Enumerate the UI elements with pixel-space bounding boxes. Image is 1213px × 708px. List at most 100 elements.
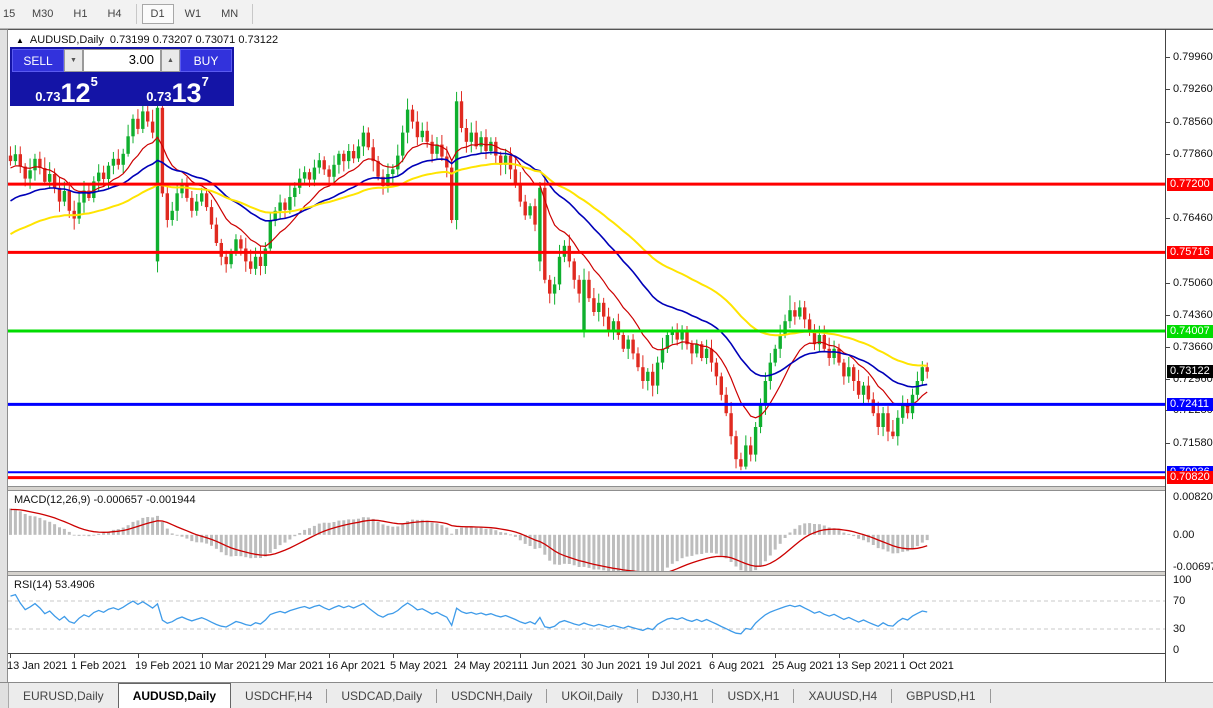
time-axis-tick	[839, 654, 840, 658]
time-axis-tick	[648, 654, 649, 658]
rsi-panel[interactable]	[8, 576, 1165, 653]
panel-splitter[interactable]	[8, 571, 1165, 576]
time-axis-tick	[775, 654, 776, 658]
time-axis-tick	[393, 654, 394, 658]
time-axis-label: 13 Sep 2021	[836, 660, 899, 672]
volume-decrease-button[interactable]: ▼	[64, 49, 83, 72]
timeframe-button-d1[interactable]: D1	[141, 4, 174, 24]
tab-separator	[326, 688, 328, 703]
price-axis[interactable]: 0.79960 0.79260 0.78560 0.77860 0.76460 …	[1165, 29, 1213, 682]
chart-tabs-bar: EURUSD,Daily AUDUSD,Daily USDCHF,H4 USDCAD,…	[0, 682, 1213, 708]
price-tick	[1166, 154, 1170, 155]
rsi-axis-label: 30	[1173, 623, 1186, 635]
time-axis-label: 5 May 2021	[390, 660, 448, 672]
panel-splitter[interactable]	[8, 486, 1165, 491]
collapse-icon[interactable]: ▲	[16, 35, 24, 45]
time-axis-label: 25 Aug 2021	[772, 660, 834, 672]
rsi-axis-label: 0	[1173, 644, 1180, 656]
price-tick	[1166, 347, 1170, 348]
chart-tab-usdcad[interactable]: USDCAD,Daily	[341, 688, 423, 703]
time-axis-tick	[138, 654, 139, 658]
chart-tab-dj30[interactable]: DJ30,H1	[651, 688, 699, 703]
price-tick-label: 0.79960	[1173, 51, 1213, 63]
timeframe-button-15[interactable]: 15	[3, 8, 16, 20]
time-axis-tick	[712, 654, 713, 658]
time-axis-label: 1 Oct 2021	[900, 660, 954, 672]
macd-axis-label: -0.006979	[1173, 561, 1213, 573]
chart-tab-usdchf[interactable]: USDCHF,H4	[245, 688, 313, 703]
price-tick-label: 0.75060	[1173, 277, 1213, 289]
chart-title: ▲ AUDUSD,Daily 0.73199 0.73207 0.73071 0…	[16, 34, 278, 46]
time-axis-tick	[520, 654, 521, 658]
buy-button[interactable]: BUY	[180, 49, 232, 72]
price-tick	[1166, 122, 1170, 123]
chart-tab-eurusd[interactable]: EURUSD,Daily	[23, 688, 104, 703]
time-axis[interactable]: 13 Jan 2021 1 Feb 2021 19 Feb 2021 10 Ma…	[7, 653, 1165, 683]
timeframe-button-w1[interactable]: W1	[184, 8, 202, 20]
time-axis-tick	[74, 654, 75, 658]
ask-price[interactable]: 0.73 13 7	[146, 74, 209, 108]
price-tick	[1166, 283, 1170, 284]
price-tick-label: 0.78560	[1173, 116, 1213, 128]
time-axis-tick	[202, 654, 203, 658]
sell-button[interactable]: SELL	[12, 49, 64, 72]
timeframe-button-h1[interactable]: H1	[73, 8, 88, 20]
symbol-period-label: AUDUSD,Daily	[29, 34, 104, 46]
time-axis-label: 13 Jan 2021	[7, 660, 68, 672]
price-tick	[1166, 315, 1170, 316]
bid-price[interactable]: 0.73 12 5	[35, 74, 98, 108]
macd-axis-label: 0.00	[1173, 529, 1195, 541]
price-tick	[1166, 379, 1170, 380]
price-tick	[1166, 57, 1170, 58]
rsi-axis-label: 70	[1173, 595, 1186, 607]
one-click-trading-widget: SELL ▼ 3.00 ▲ BUY 0.73 12 5 0.73 13 7	[10, 47, 234, 106]
timeframe-button-mn[interactable]: MN	[221, 8, 239, 20]
time-axis-tick	[10, 654, 11, 658]
time-axis-label: 29 Mar 2021	[262, 660, 324, 672]
ohlc-values: 0.73199 0.73207 0.73071 0.73122	[109, 34, 279, 46]
toolbar-separator	[135, 4, 137, 24]
chart-tab-gbpusd[interactable]: GBPUSD,H1	[906, 688, 976, 703]
price-level-badge: 0.70820	[1167, 471, 1213, 484]
macd-panel[interactable]	[8, 491, 1165, 571]
time-axis-label: 10 Mar 2021	[199, 660, 261, 672]
macd-label: MACD(12,26,9) -0.000657 -0.001944	[14, 494, 196, 506]
tab-separator	[546, 688, 548, 703]
toolbar-separator	[252, 4, 254, 24]
time-axis-label: 19 Feb 2021	[135, 660, 197, 672]
chart-tab-audusd[interactable]: AUDUSD,Daily	[117, 683, 232, 708]
time-axis-tick	[903, 654, 904, 658]
chart-tab-ukoil[interactable]: UKOil,Daily	[561, 688, 623, 703]
chart-tab-xauusd[interactable]: XAUUSD,H4	[808, 688, 878, 703]
macd-axis-label: 0.008207	[1173, 491, 1213, 503]
chart-tab-usdcnh[interactable]: USDCNH,Daily	[451, 688, 533, 703]
volume-input[interactable]: 3.00	[83, 49, 161, 72]
tab-separator	[793, 688, 795, 703]
time-axis-label: 30 Jun 2021	[581, 660, 642, 672]
price-tick	[1166, 218, 1170, 219]
price-tick-label: 0.74360	[1173, 309, 1213, 321]
tab-separator	[636, 688, 638, 703]
tab-scroll-stub[interactable]	[0, 683, 9, 708]
time-axis-label: 1 Feb 2021	[71, 660, 127, 672]
time-axis-tick	[265, 654, 266, 658]
chart-tab-usdx[interactable]: USDX,H1	[727, 688, 780, 703]
chart-area[interactable]: ▲ AUDUSD,Daily 0.73199 0.73207 0.73071 0…	[7, 29, 1165, 683]
price-level-badge: 0.77200	[1167, 178, 1213, 191]
timeframe-toolbar: 15 M30 H1 H4 D1 W1 MN	[0, 0, 1213, 29]
price-tick	[1166, 89, 1170, 90]
price-tick-label: 0.76460	[1173, 212, 1213, 224]
timeframe-button-h4[interactable]: H4	[107, 8, 122, 20]
time-axis-label: 24 May 2021	[454, 660, 518, 672]
tab-separator	[436, 688, 438, 703]
price-chart[interactable]	[8, 30, 1165, 486]
price-tick-label: 0.73660	[1173, 341, 1213, 353]
price-level-badge: 0.72411	[1167, 398, 1213, 411]
time-axis-label: 6 Aug 2021	[709, 660, 765, 672]
time-axis-label: 11 Jun 2021	[517, 660, 577, 672]
price-level-badge: 0.74007	[1167, 325, 1213, 338]
price-tick-label: 0.71580	[1173, 437, 1213, 449]
volume-increase-button[interactable]: ▲	[161, 49, 180, 72]
timeframe-button-m30[interactable]: M30	[32, 8, 54, 20]
